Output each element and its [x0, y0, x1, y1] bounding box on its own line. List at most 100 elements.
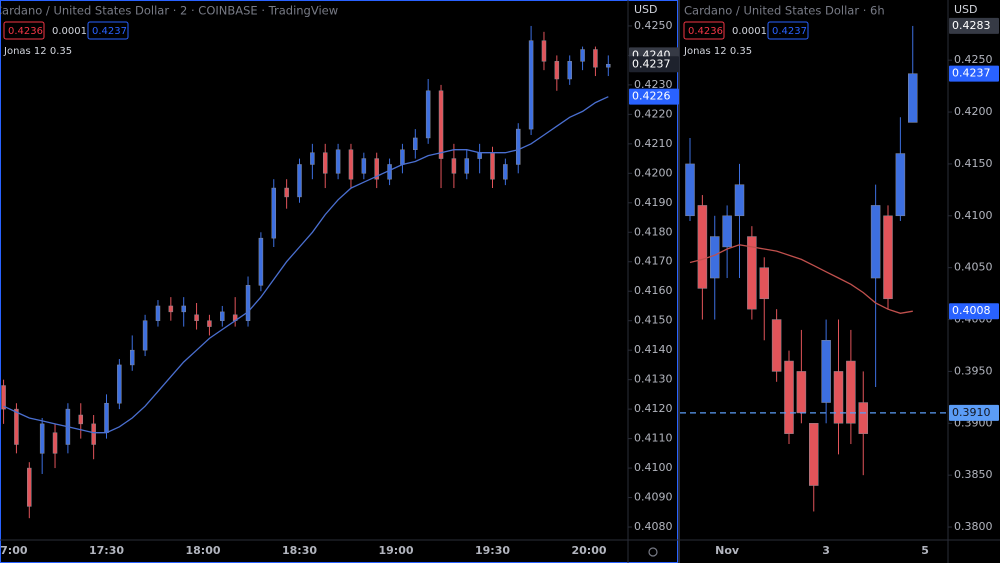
price-label-box: [949, 404, 999, 421]
price-label-box: [629, 56, 679, 73]
candle-body: [593, 49, 598, 68]
candle-body: [117, 364, 122, 404]
candle-body: [722, 215, 732, 248]
chart-title: Cardano / United States Dollar · 2 · COI…: [0, 4, 338, 18]
candle-body: [809, 423, 819, 486]
y-tick-label: 0.4120: [634, 402, 673, 415]
candle-body: [322, 152, 328, 174]
x-tick-label: 17:30: [89, 544, 124, 557]
y-tick-label: 0.3850: [954, 468, 993, 481]
candle-body: [567, 61, 572, 80]
candle-body: [168, 305, 174, 313]
y-tick-label: 0.4220: [634, 107, 673, 120]
price-label-box: [949, 65, 999, 82]
y-tick-label: 0.4170: [634, 255, 673, 268]
header-value: 0.0001: [732, 26, 767, 37]
plot-area: [1, 25, 611, 519]
header-value-box: [767, 21, 809, 40]
candle-body: [490, 152, 495, 180]
candle-body: [245, 285, 251, 321]
candle-body: [310, 152, 315, 165]
candle-body: [39, 423, 45, 454]
header-value: 0.0001: [52, 26, 87, 37]
candle-body: [348, 149, 354, 180]
candle-body: [129, 349, 135, 366]
candle-body: [425, 90, 431, 139]
header-value: 0.4237: [92, 26, 127, 37]
price-label: 0.4283: [952, 19, 991, 32]
price-label-box: [949, 303, 999, 320]
candle-body: [27, 467, 32, 507]
x-tick-label: 18:30: [282, 544, 317, 557]
settings-icon[interactable]: [648, 547, 658, 557]
candle-body: [207, 320, 212, 327]
price-label: 0.3910: [952, 406, 991, 419]
candle-body: [554, 61, 560, 80]
x-tick-label: 5: [921, 544, 929, 557]
candle-body: [870, 205, 881, 279]
candle-body: [771, 319, 782, 372]
candle-body: [796, 371, 807, 414]
x-tick-label: 17:00: [0, 544, 28, 557]
y-tick-label: 0.4150: [954, 157, 993, 170]
y-tick-label: 0.4100: [634, 461, 673, 474]
candle-body: [335, 149, 341, 174]
candle-body: [734, 184, 745, 217]
currency: USD: [954, 3, 978, 16]
plot-area: [685, 25, 918, 512]
candle-body: [833, 371, 844, 424]
chart-title: Cardano / United States Dollar · 6h: [684, 4, 885, 18]
candle-body: [895, 153, 906, 217]
candle-body: [846, 360, 856, 424]
candle-body: [438, 90, 444, 159]
x-tick-label: 18:00: [185, 544, 220, 557]
y-tick-label: 0.3950: [954, 364, 993, 377]
price-label: 0.4237: [952, 67, 991, 80]
y-tick-label: 0.4100: [954, 209, 993, 222]
candle-body: [142, 320, 148, 351]
candle-body: [284, 187, 289, 198]
price-label: 0.4226: [632, 90, 671, 103]
x-tick-label: 3: [822, 544, 830, 557]
price-label: 0.4008: [952, 304, 991, 317]
candle-body: [297, 164, 302, 198]
price-label-box: [629, 88, 679, 105]
x-tick-label: Nov: [715, 544, 740, 557]
candle-body: [194, 314, 199, 321]
candle-body: [400, 149, 405, 165]
chart-pane: 0.42500.42000.41500.41000.40500.40000.39…: [680, 3, 999, 557]
x-tick-label: 20:00: [571, 544, 606, 557]
ma-line: [3, 96, 609, 434]
candle-body: [821, 340, 831, 403]
y-tick-label: 0.4180: [634, 225, 673, 238]
candle-body: [784, 360, 794, 434]
candle-body: [374, 158, 379, 180]
candle-body: [155, 305, 161, 321]
price-label: 0.4237: [632, 57, 671, 70]
candle-body: [503, 164, 508, 180]
header-value: 0.4236: [8, 26, 43, 37]
indicator-label: Jonas 12 0.35: [3, 46, 72, 57]
candle-body: [464, 158, 470, 174]
header-value: 0.4237: [772, 26, 807, 37]
candle-body: [477, 152, 482, 159]
y-tick-label: 0.4250: [634, 19, 673, 32]
candle-body: [606, 64, 611, 68]
candle-body: [541, 40, 547, 62]
candle-body: [271, 187, 277, 239]
y-tick-label: 0.4130: [634, 373, 673, 386]
candle-body: [387, 164, 392, 180]
header-value-box: [683, 21, 725, 40]
candle-body: [91, 423, 96, 445]
y-tick-label: 0.4230: [634, 78, 673, 91]
candle-body: [181, 305, 186, 313]
chart-pane: 0.42500.42400.42300.42200.42100.42000.41…: [0, 3, 679, 557]
y-tick-label: 0.4210: [634, 137, 673, 150]
candle-body: [685, 163, 695, 217]
header-value-box: [3, 21, 45, 40]
candle-body: [52, 432, 58, 454]
y-tick-label: 0.4160: [634, 284, 673, 297]
candle-body: [515, 128, 521, 165]
candle-body: [697, 205, 708, 289]
candle-body: [361, 158, 367, 174]
